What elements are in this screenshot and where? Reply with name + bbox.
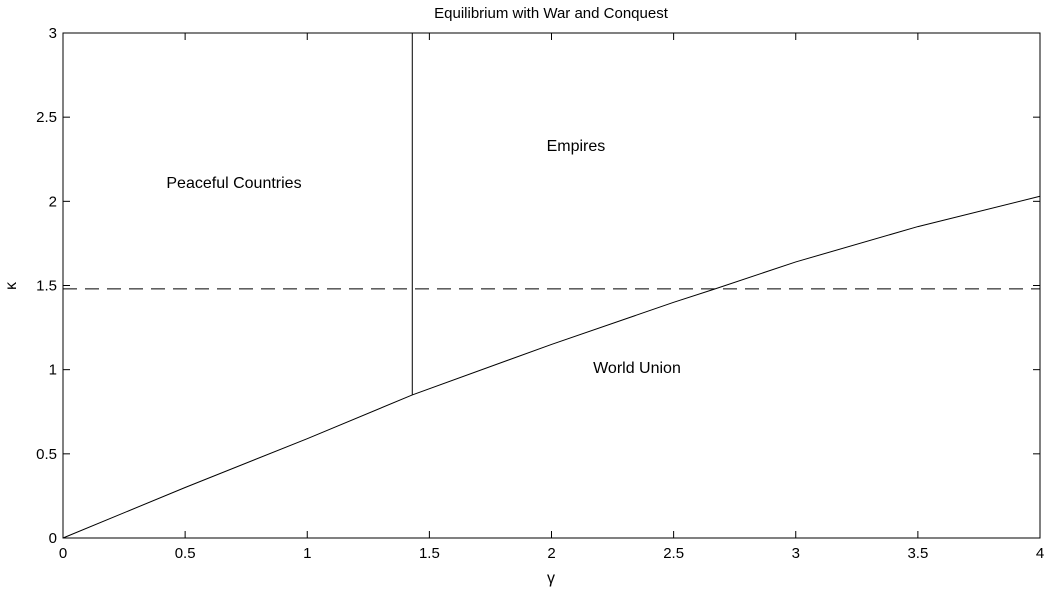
x-tick-label: 1.5 <box>419 545 440 562</box>
series-layer <box>62 33 1041 539</box>
annotation-layer: Peaceful Countries Empires World Union <box>166 138 680 377</box>
region-label-world-union: World Union <box>593 360 681 377</box>
region-label-empires: Empires <box>547 138 606 155</box>
y-tick-label: 1 <box>49 362 57 379</box>
x-tick-label: 2.5 <box>663 545 684 562</box>
region-label-peaceful-countries: Peaceful Countries <box>166 175 301 192</box>
x-tick-label: 2 <box>547 545 555 562</box>
x-tick-label: 0 <box>59 545 67 562</box>
y-tick-label: 0 <box>49 530 57 547</box>
y-tick-label: 0.5 <box>36 446 57 463</box>
curve-line-1 <box>62 195 1041 539</box>
y-tick-label: 1.5 <box>36 278 57 295</box>
x-tick-label: 1 <box>303 545 311 562</box>
tick-layer: 0 0.5 1 1.5 2 2.5 3 3.5 4 0 0.5 1 1.5 2 2.5 3 <box>36 25 1044 562</box>
x-tick-label: 4 <box>1036 545 1044 562</box>
plot-frame <box>62 32 1041 539</box>
chart-title: Equilibrium with War and Conquest <box>434 5 669 22</box>
x-axis-label: γ <box>547 570 555 587</box>
y-axis-label: κ <box>3 281 20 290</box>
y-tick-label: 2 <box>49 193 57 210</box>
y-tick-label: 3 <box>49 25 57 42</box>
y-tick-label: 2.5 <box>36 109 57 126</box>
x-tick-label: 3 <box>792 545 800 562</box>
x-tick-label: 0.5 <box>175 545 196 562</box>
x-tick-label: 3.5 <box>907 545 928 562</box>
